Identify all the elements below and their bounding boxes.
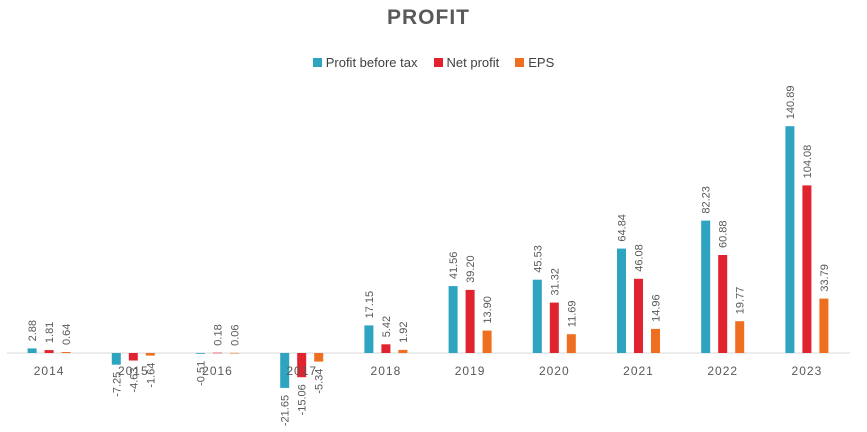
- bar-profit-before-tax-2021: [617, 248, 626, 353]
- data-label: 19.77: [735, 287, 747, 315]
- bar-net-profit-2017: [297, 353, 307, 378]
- data-label: -4.63: [128, 368, 140, 393]
- data-label: 41.56: [448, 252, 460, 280]
- bar-net-profit-2023: [802, 185, 812, 353]
- bar-eps-2020: [566, 334, 576, 353]
- legend-label: EPS: [528, 55, 555, 70]
- bar-profit-before-tax-2015: [111, 353, 121, 365]
- bar-net-profit-2014: [44, 350, 54, 353]
- bar-eps-2021: [651, 328, 660, 353]
- bar-profit-before-tax-2023: [785, 126, 795, 353]
- data-label: -7.25: [111, 372, 123, 397]
- bar-net-profit-2015: [128, 353, 138, 361]
- data-label: 14.96: [651, 294, 663, 322]
- x-tick-label: 2021: [623, 364, 654, 378]
- data-label: 82.23: [701, 186, 713, 214]
- bar-net-profit-2022: [718, 255, 728, 353]
- bar-profit-before-tax-2022: [701, 220, 711, 353]
- legend-swatch: [515, 58, 525, 67]
- data-label: 11.69: [566, 300, 578, 327]
- data-label: -0.51: [196, 361, 208, 386]
- x-tick-label: 2014: [34, 364, 65, 378]
- data-label: 13.90: [482, 296, 494, 324]
- bar-profit-before-tax-2020: [532, 279, 542, 353]
- chart-title: PROFIT: [387, 6, 470, 29]
- data-label: 17.15: [364, 291, 376, 319]
- bar-net-profit-2021: [634, 278, 643, 353]
- legend-swatch: [312, 58, 322, 67]
- data-label: 46.08: [634, 244, 646, 272]
- bar-net-profit-2018: [381, 344, 391, 353]
- x-tick-label: 2017: [286, 364, 317, 378]
- x-tick-label: 2022: [707, 364, 738, 378]
- data-label: 60.88: [718, 220, 730, 248]
- legend-item-eps: EPS: [515, 55, 554, 70]
- x-tick-label: 2023: [792, 364, 823, 378]
- bar-net-profit-2020: [549, 302, 559, 353]
- bar-eps-2014: [61, 352, 71, 353]
- data-label: 0.64: [61, 324, 73, 345]
- data-label: 0.06: [230, 324, 242, 345]
- bar-eps-2018: [398, 349, 408, 353]
- data-label: 104.08: [802, 145, 814, 179]
- bar-eps-2019: [482, 330, 492, 353]
- chart-legend: Profit before tax Net profit EPS: [0, 55, 867, 70]
- bar-net-profit-2016: [213, 352, 222, 354]
- data-label: 1.81: [44, 322, 56, 343]
- bar-profit-before-tax-2019: [448, 286, 458, 353]
- x-tick-label: 2018: [371, 364, 402, 378]
- bar-profit-before-tax-2017: [280, 353, 290, 388]
- data-label: 0.18: [213, 324, 225, 345]
- legend-item-net-profit: Net profit: [433, 55, 500, 70]
- data-label: 39.20: [465, 255, 477, 283]
- data-label: 140.89: [785, 86, 797, 120]
- data-label: 5.42: [381, 316, 393, 337]
- data-label: 2.88: [27, 320, 39, 341]
- data-label: -5.34: [314, 369, 326, 394]
- x-tick-label: 2015: [118, 364, 149, 378]
- bar-eps-2023: [819, 298, 829, 353]
- data-label: -15.06: [297, 384, 309, 415]
- data-label: -1.64: [145, 363, 157, 388]
- bar-profit-before-tax-2016: [196, 353, 205, 354]
- legend-label: Net profit: [446, 55, 500, 70]
- bar-eps-2017: [314, 353, 324, 362]
- data-label: -21.65: [280, 395, 292, 426]
- bar-eps-2022: [735, 321, 745, 353]
- x-tick-label: 2016: [202, 364, 233, 378]
- bar-eps-2015: [145, 353, 155, 356]
- legend-label: Profit before tax: [325, 55, 418, 70]
- bar-eps-2016: [230, 352, 239, 354]
- bar-profit-before-tax-2014: [27, 348, 37, 353]
- legend-swatch: [433, 58, 443, 67]
- x-tick-label: 2019: [455, 364, 486, 378]
- legend-item-profit-before-tax: Profit before tax: [312, 55, 418, 70]
- data-label: 1.92: [398, 321, 410, 342]
- data-label: 64.84: [617, 214, 629, 242]
- bar-net-profit-2019: [465, 289, 475, 353]
- x-tick-label: 2020: [539, 364, 570, 378]
- data-label: 31.32: [549, 268, 561, 296]
- data-label: 45.53: [532, 245, 544, 273]
- bar-profit-before-tax-2018: [364, 325, 374, 353]
- data-label: 33.79: [819, 264, 831, 292]
